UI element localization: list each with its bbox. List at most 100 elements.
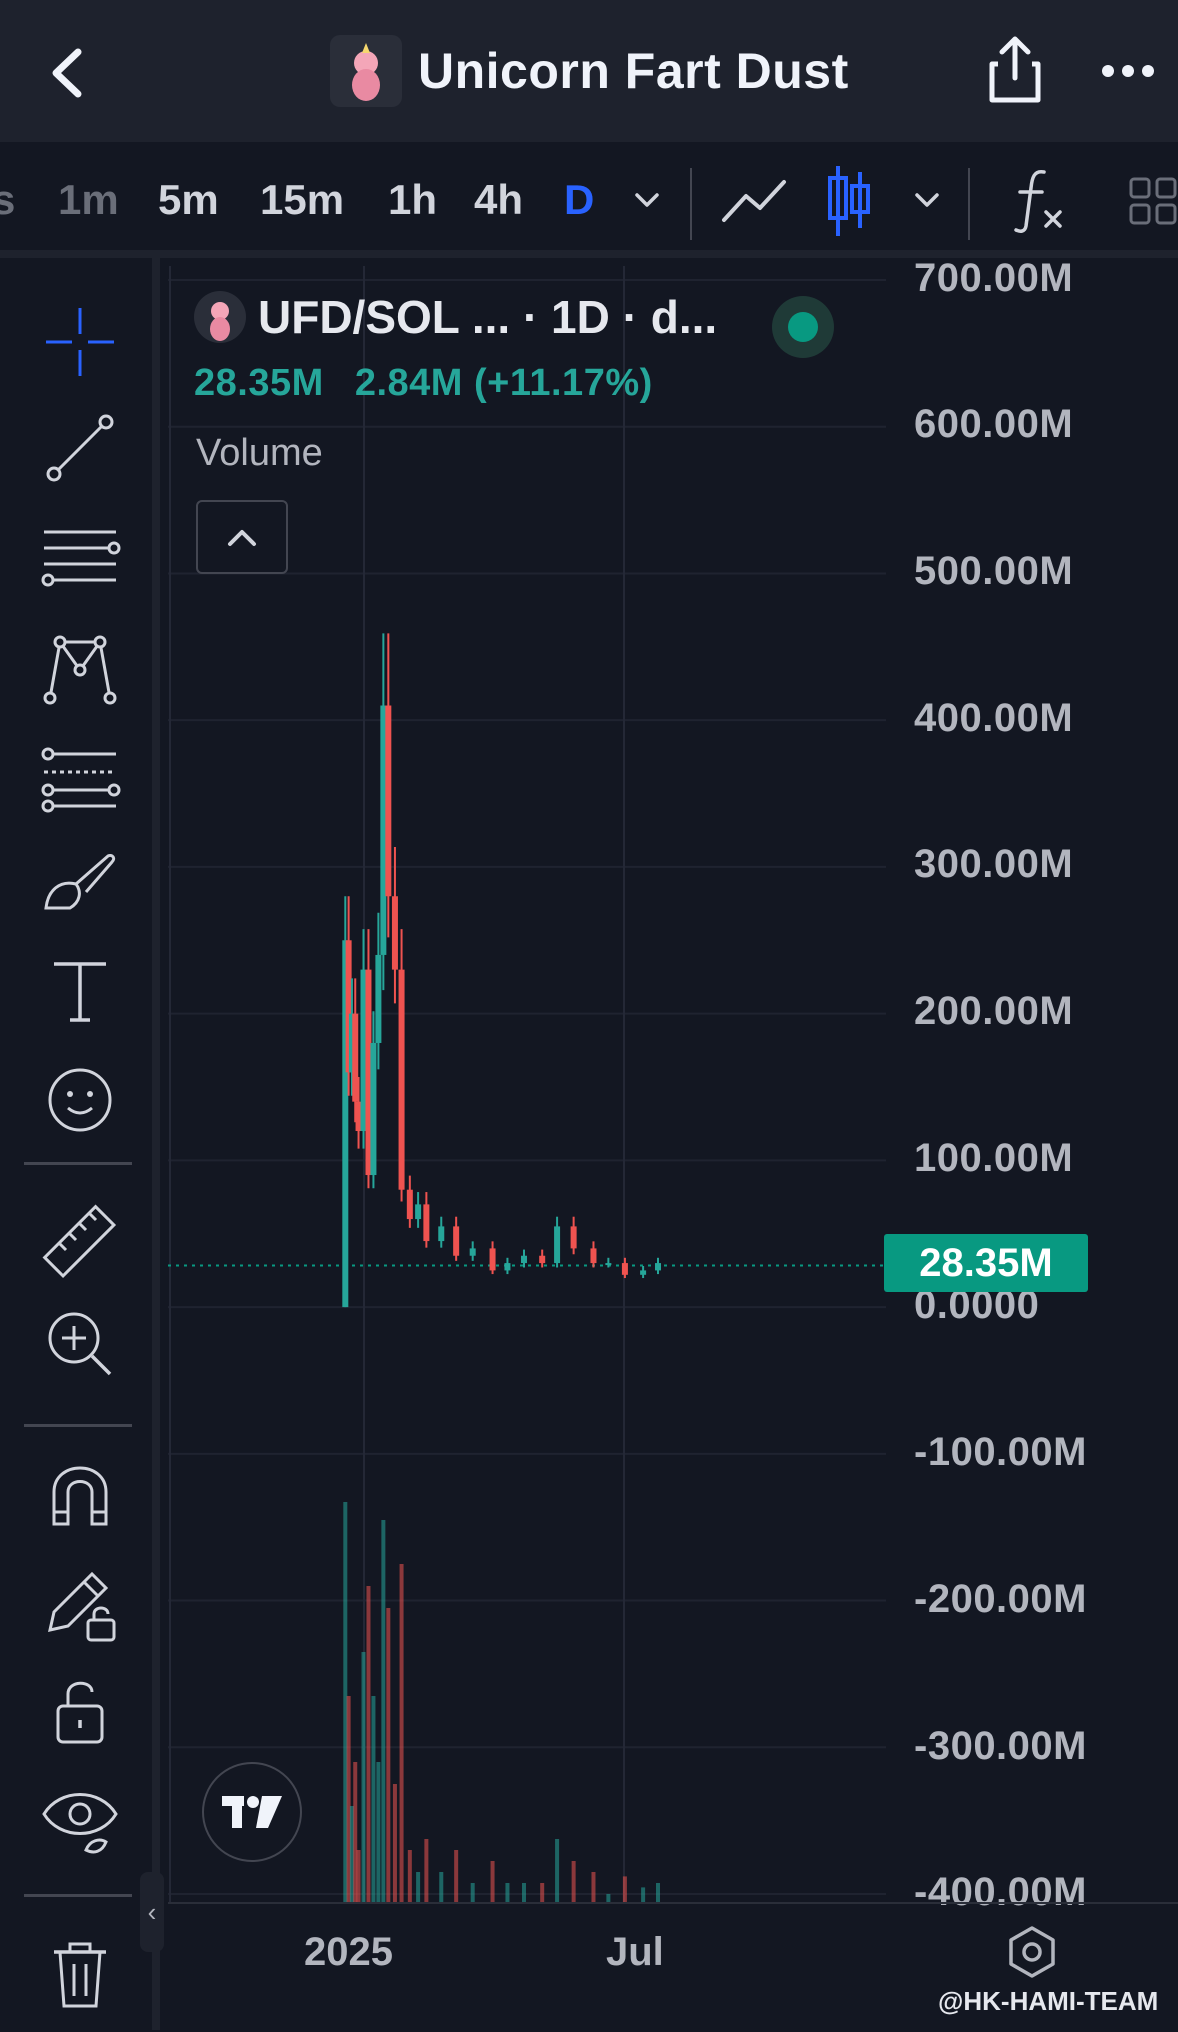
candle-body bbox=[406, 1189, 413, 1220]
trend-line-icon[interactable] bbox=[36, 404, 124, 492]
title-group: Unicorn Fart Dust bbox=[330, 34, 849, 108]
timeframe-daily[interactable]: D bbox=[564, 176, 595, 223]
price-axis-label: 200.00M bbox=[914, 989, 1074, 1033]
price-axis-label: -200.00M bbox=[914, 1577, 1087, 1621]
ruler-icon[interactable] bbox=[36, 1198, 124, 1286]
visibility-eye-icon[interactable] bbox=[36, 1774, 124, 1862]
price-axis-label: 100.00M bbox=[914, 1136, 1074, 1180]
pattern-tool-icon[interactable] bbox=[36, 624, 124, 712]
token-avatar bbox=[330, 35, 402, 107]
candle-body bbox=[489, 1248, 496, 1271]
back-arrow-icon[interactable] bbox=[34, 38, 104, 108]
time-axis-label: Jul bbox=[606, 1930, 664, 1974]
toolbar-divider bbox=[24, 1162, 132, 1165]
candle-body bbox=[342, 940, 349, 1308]
fib-retracement-icon[interactable] bbox=[36, 734, 124, 822]
volume-bar bbox=[366, 1586, 371, 1902]
time-axis[interactable]: 2025 Jul bbox=[168, 1902, 1178, 2032]
volume-bar bbox=[386, 1608, 391, 1902]
candle-body bbox=[391, 896, 398, 970]
volume-bar bbox=[346, 1696, 351, 1902]
candle-body bbox=[621, 1263, 628, 1275]
volume-bar bbox=[571, 1861, 576, 1902]
volume-bar bbox=[399, 1564, 404, 1902]
chart-toolbar: s 1m 5m 15m 1h 4h D bbox=[0, 142, 1178, 258]
timeframe-1h[interactable]: 1h bbox=[388, 176, 438, 223]
symbol-label[interactable]: UFD/SOL ... · 1D · d... bbox=[258, 291, 718, 343]
chevron-up-icon bbox=[228, 530, 256, 546]
toolbar-divider bbox=[24, 1424, 132, 1427]
tradingview-logo[interactable] bbox=[202, 1762, 302, 1862]
timeframe-5m[interactable]: 5m bbox=[158, 176, 219, 223]
price-axis-label: 300.00M bbox=[914, 842, 1074, 886]
candlestick-icon[interactable] bbox=[826, 164, 872, 238]
volume-bar bbox=[490, 1861, 495, 1902]
candle-body bbox=[453, 1226, 460, 1256]
unlock-icon[interactable] bbox=[36, 1666, 124, 1754]
price-axis-label: 600.00M bbox=[914, 402, 1074, 446]
settings-icon[interactable] bbox=[1004, 1924, 1060, 1980]
volume-bar bbox=[349, 1806, 354, 1902]
volume-bar bbox=[361, 1652, 366, 1902]
volume-indicator-label[interactable]: Volume bbox=[196, 432, 323, 474]
volume-bar bbox=[371, 1696, 376, 1902]
volume-bar bbox=[376, 1762, 381, 1902]
token-avatar bbox=[194, 291, 246, 343]
candle-body bbox=[375, 954, 382, 1043]
candle-body bbox=[345, 940, 352, 1073]
horizontal-lines-icon[interactable] bbox=[36, 514, 124, 602]
timeframe-1m[interactable]: 1m bbox=[58, 176, 119, 223]
volume-bar bbox=[540, 1883, 545, 1902]
price-chart[interactable] bbox=[168, 266, 1178, 1906]
candle-body bbox=[570, 1226, 577, 1249]
trash-icon[interactable] bbox=[36, 1930, 124, 2018]
lock-drawings-icon[interactable] bbox=[36, 1560, 124, 1648]
timeframe-4h[interactable]: 4h bbox=[474, 176, 524, 223]
chevron-down-icon[interactable] bbox=[632, 188, 662, 212]
price-values: 28.35M 2.84M (+11.17%) bbox=[194, 362, 673, 405]
candle-body bbox=[415, 1204, 422, 1220]
text-tool-icon[interactable] bbox=[36, 948, 124, 1036]
line-chart-icon[interactable] bbox=[718, 174, 790, 230]
toolbar-divider bbox=[968, 168, 970, 240]
volume-bar bbox=[470, 1883, 475, 1902]
volume-bar bbox=[521, 1883, 526, 1902]
candle-body bbox=[365, 969, 372, 1176]
volume-bar bbox=[439, 1872, 444, 1902]
more-options-icon[interactable] bbox=[1100, 56, 1156, 86]
candle-body bbox=[590, 1248, 597, 1264]
chevron-down-icon[interactable] bbox=[912, 188, 942, 212]
price-axis-label: 700.00M bbox=[914, 256, 1074, 300]
candle-body bbox=[423, 1204, 430, 1242]
zoom-in-icon[interactable] bbox=[36, 1300, 124, 1388]
price-axis-label: -300.00M bbox=[914, 1724, 1087, 1768]
indicators-fx-icon[interactable] bbox=[1010, 166, 1066, 234]
brush-icon[interactable] bbox=[36, 840, 124, 928]
crosshair-icon[interactable] bbox=[36, 298, 124, 386]
price-axis-label: -100.00M bbox=[914, 1430, 1087, 1474]
header-bar: Unicorn Fart Dust bbox=[0, 0, 1178, 142]
volume-bar bbox=[622, 1876, 627, 1902]
volume-bar bbox=[424, 1839, 429, 1902]
candle-body bbox=[655, 1263, 661, 1271]
volume-bar bbox=[353, 1762, 358, 1902]
timeframe-seconds[interactable]: s bbox=[0, 176, 16, 223]
collapse-legend-button[interactable] bbox=[196, 500, 288, 574]
magnet-icon[interactable] bbox=[36, 1452, 124, 1540]
market-status-indicator[interactable] bbox=[772, 296, 834, 358]
volume-bar bbox=[505, 1883, 510, 1902]
emoji-icon[interactable] bbox=[36, 1056, 124, 1144]
share-icon[interactable] bbox=[980, 30, 1050, 110]
candle-body bbox=[352, 1013, 359, 1102]
volume-bar bbox=[416, 1872, 421, 1902]
candle-body bbox=[640, 1270, 647, 1275]
price-axis-label: 400.00M bbox=[914, 696, 1074, 740]
layout-grid-icon[interactable] bbox=[1128, 176, 1178, 226]
timeframe-15m[interactable]: 15m bbox=[260, 176, 345, 223]
status-dot bbox=[788, 312, 818, 342]
chart-legend: UFD/SOL ... · 1D · d... bbox=[194, 290, 717, 344]
collapse-toolbar-handle[interactable]: ‹ bbox=[140, 1872, 164, 1952]
candle-body bbox=[469, 1248, 476, 1256]
candle-body bbox=[380, 705, 387, 955]
watermark-text: @HK-HAMI-TEAM bbox=[938, 1986, 1159, 2016]
